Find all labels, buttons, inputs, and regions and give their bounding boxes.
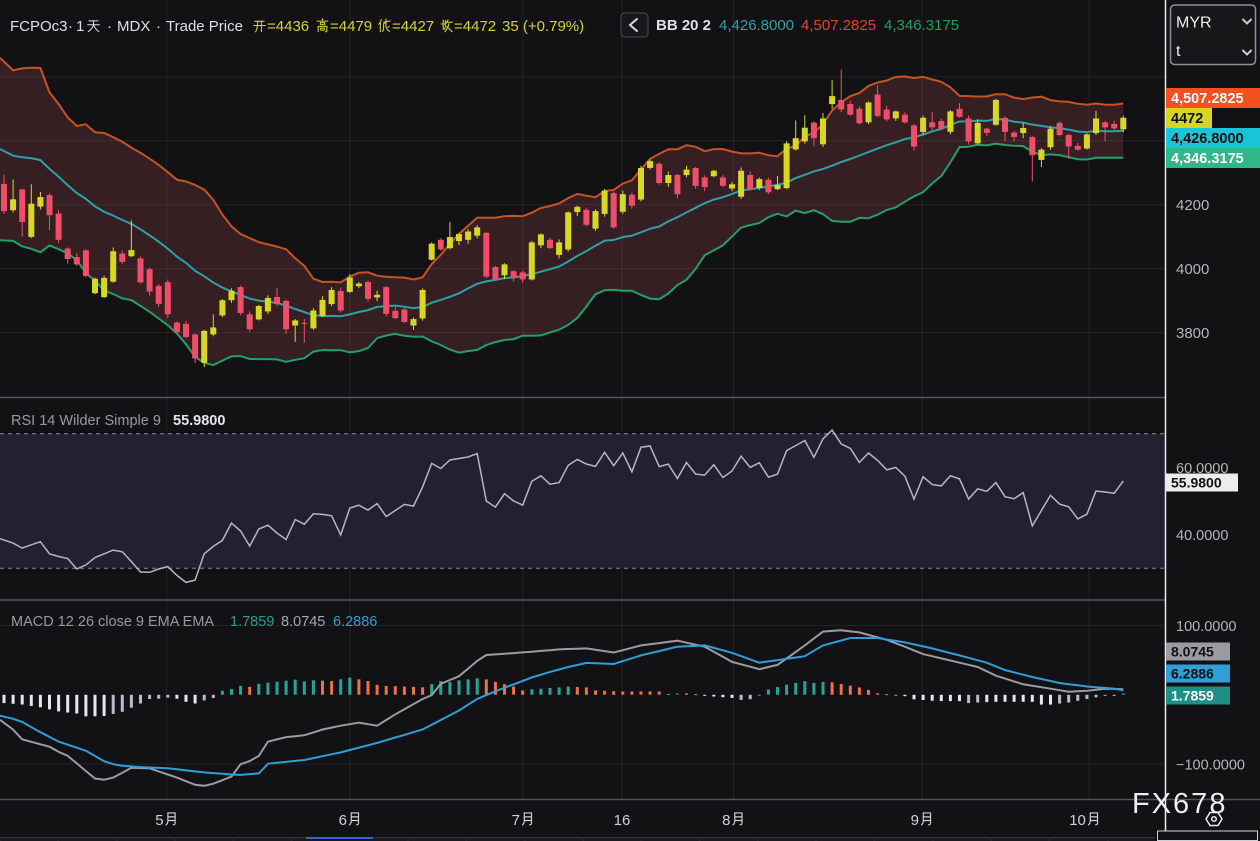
svg-text:40.0000: 40.0000: [1176, 528, 1228, 544]
svg-text:1.7859: 1.7859: [1171, 688, 1214, 704]
svg-text:100.0000: 100.0000: [1176, 619, 1236, 635]
svg-text:RSI 14 Wilder Simple 9: RSI 14 Wilder Simple 9: [11, 413, 161, 429]
svg-text:4472: 4472: [1171, 111, 1203, 127]
svg-text:4200: 4200: [1176, 197, 1209, 214]
svg-text:1.7859: 1.7859: [230, 614, 274, 630]
svg-text:10: 10: [1069, 812, 1086, 829]
svg-text:8.0745: 8.0745: [1171, 644, 1214, 660]
svg-text:=4472: =4472: [454, 18, 496, 35]
svg-text:·: ·: [156, 18, 161, 35]
svg-text:1: 1: [76, 18, 84, 35]
svg-text:4,507.2825: 4,507.2825: [1171, 91, 1244, 107]
svg-text:FX678: FX678: [1132, 788, 1227, 820]
svg-text:4,346.3175: 4,346.3175: [884, 17, 959, 34]
svg-text:6.2886: 6.2886: [1171, 666, 1214, 682]
svg-text:=4479: =4479: [330, 18, 372, 35]
svg-text:4,426.8000: 4,426.8000: [1171, 131, 1244, 147]
svg-text:4,507.2825: 4,507.2825: [801, 17, 876, 34]
svg-text:FCPOc3: FCPOc3: [10, 18, 68, 35]
svg-text:5: 5: [155, 812, 163, 829]
svg-text:BB 20 2: BB 20 2: [656, 17, 711, 34]
svg-text:4,346.3175: 4,346.3175: [1171, 151, 1244, 167]
svg-text:3800: 3800: [1176, 325, 1209, 342]
svg-text:6.2886: 6.2886: [333, 614, 377, 630]
svg-text:6: 6: [339, 812, 347, 829]
svg-text:MDX: MDX: [117, 18, 150, 35]
svg-text:t: t: [1176, 43, 1181, 60]
svg-text:55.9800: 55.9800: [1171, 475, 1222, 491]
svg-text:Trade Price: Trade Price: [166, 18, 243, 35]
svg-text:·: ·: [107, 18, 112, 35]
svg-text:MYR: MYR: [1176, 15, 1212, 32]
svg-text:8.0745: 8.0745: [281, 614, 325, 630]
svg-text:8: 8: [722, 812, 730, 829]
svg-text:4000: 4000: [1176, 261, 1209, 278]
svg-text:7: 7: [512, 812, 520, 829]
svg-text:4,426.8000: 4,426.8000: [719, 17, 794, 34]
svg-text:·: ·: [68, 18, 73, 35]
svg-text:9: 9: [911, 812, 919, 829]
svg-text:60.0000: 60.0000: [1176, 461, 1228, 477]
svg-text:=4436: =4436: [267, 18, 309, 35]
svg-text:MACD 12 26 close 9 EMA EMA: MACD 12 26 close 9 EMA EMA: [11, 614, 214, 630]
svg-text:35 (+0.79%): 35 (+0.79%): [502, 18, 584, 35]
svg-text:−100.0000: −100.0000: [1176, 758, 1245, 774]
svg-text:55.9800: 55.9800: [173, 413, 225, 429]
svg-text:16: 16: [614, 812, 631, 829]
svg-text:=4427: =4427: [392, 18, 434, 35]
